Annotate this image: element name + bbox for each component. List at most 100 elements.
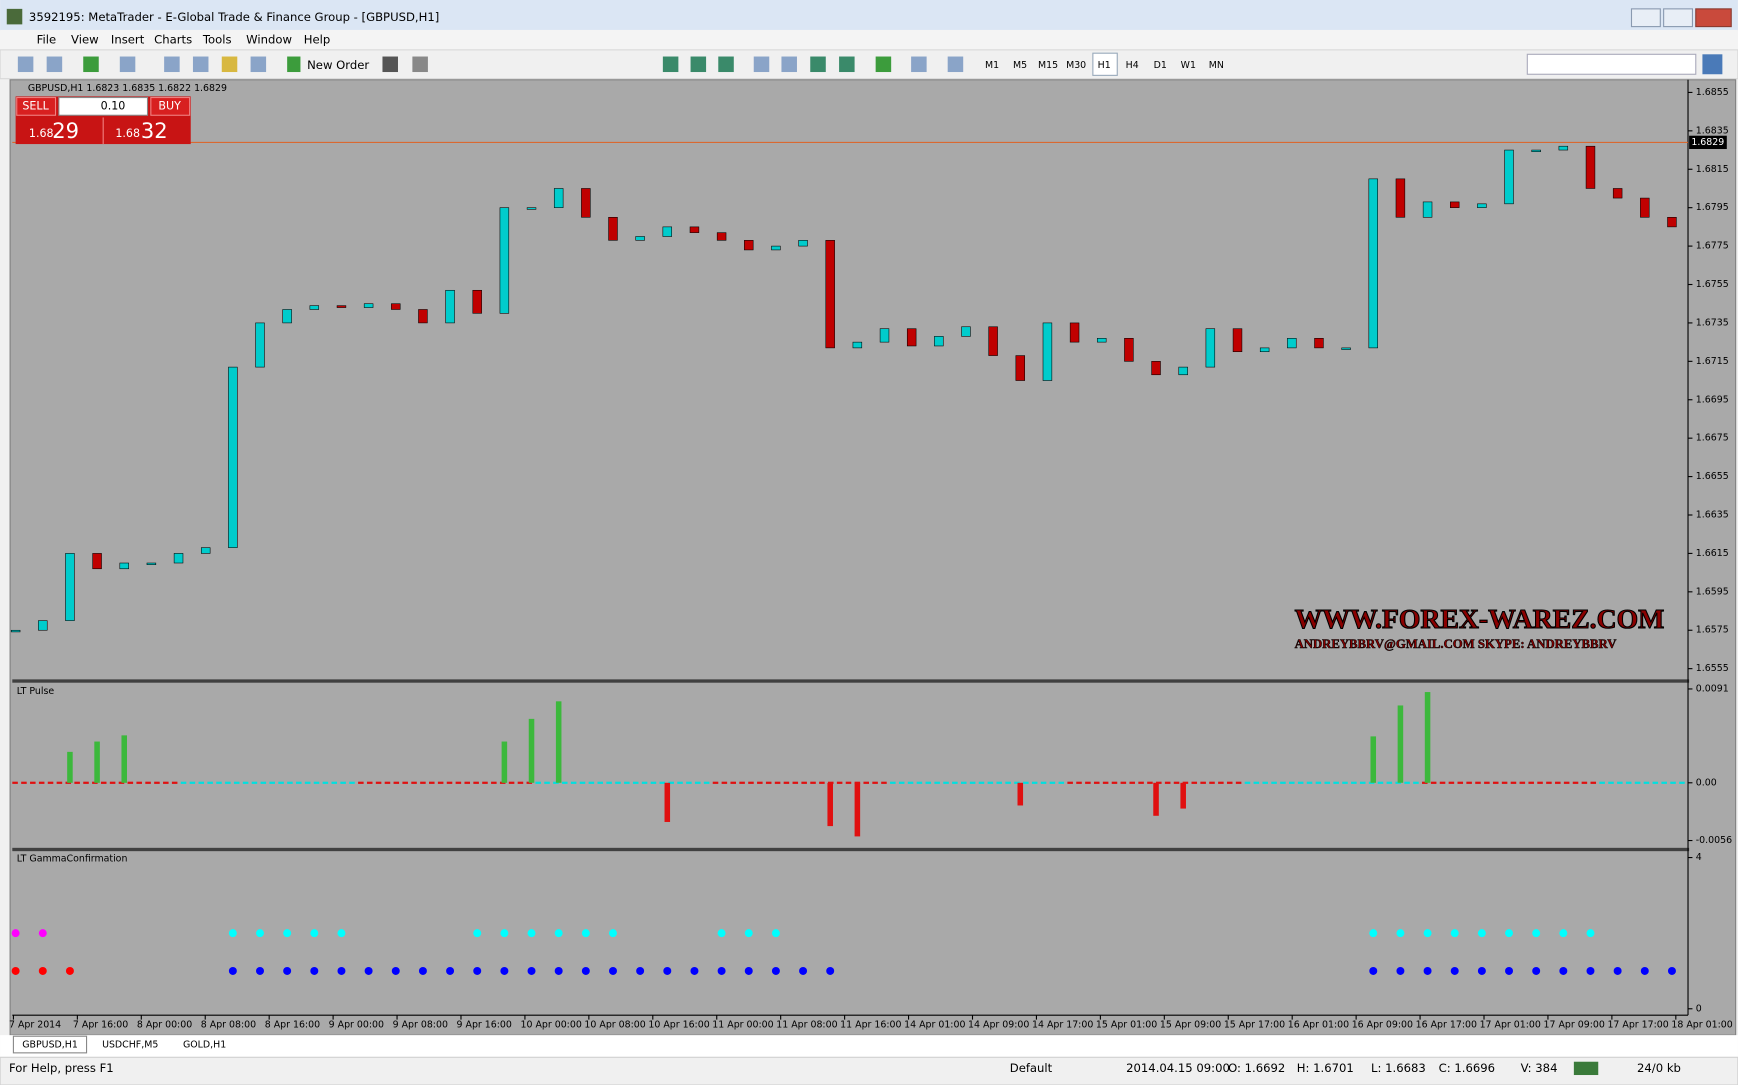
icon[interactable] (947, 56, 964, 73)
candle (553, 188, 564, 208)
x-tick-label: 7 Apr 16:00 (73, 1020, 128, 1031)
icon[interactable] (221, 56, 238, 73)
menu-item[interactable]: Help (304, 32, 331, 46)
signal-dot (608, 929, 617, 938)
icon[interactable] (83, 56, 99, 73)
candle (825, 240, 835, 349)
candle (1504, 149, 1514, 205)
window-controls[interactable] (1630, 8, 1732, 28)
icon[interactable] (753, 56, 770, 73)
candle (689, 226, 700, 233)
candle (472, 289, 482, 314)
maximize-button[interactable] (1663, 8, 1694, 28)
signal-dot (1450, 929, 1459, 938)
lot-box[interactable] (58, 96, 149, 116)
watermark-contact: ANDREYBBRV@GMAIL.COM SKYPE: ANDREYBBRV (1295, 637, 1618, 651)
lot-size[interactable]: 0.10 (101, 99, 126, 112)
signal-dot (1477, 966, 1486, 975)
timeframe-button[interactable]: M30 (1066, 60, 1086, 71)
icon[interactable] (911, 56, 927, 73)
indicator-title: LT Pulse (17, 686, 55, 697)
help-icon[interactable] (1702, 54, 1723, 75)
candle (608, 217, 618, 241)
menu-item[interactable]: Insert (111, 32, 145, 46)
icon[interactable] (287, 56, 301, 73)
timeframe-button[interactable]: W1 (1181, 60, 1196, 71)
signal-dot (554, 966, 563, 975)
close-button[interactable] (1695, 8, 1732, 28)
menu-item[interactable]: File (37, 32, 56, 46)
menu-item[interactable]: View (71, 32, 99, 46)
candle (852, 341, 863, 349)
timeframe-button[interactable]: H1 (1098, 60, 1111, 71)
menu-item[interactable]: Tools (202, 32, 232, 46)
chart-tab[interactable]: GBPUSD,H1 (22, 1040, 78, 1051)
timeframe-button[interactable]: D1 (1154, 60, 1167, 71)
search-box[interactable] (1526, 53, 1697, 75)
icon[interactable] (412, 56, 428, 73)
y-tick-label: 4 (1696, 852, 1702, 863)
icon[interactable] (382, 56, 398, 73)
candle (934, 336, 944, 347)
candle (771, 245, 781, 251)
signal-dot (581, 966, 590, 975)
x-tick-label: 8 Apr 00:00 (137, 1020, 192, 1031)
timeframe-button[interactable]: M1 (985, 60, 999, 71)
minimize-button[interactable] (1630, 8, 1661, 28)
buy-label[interactable]: BUY (158, 99, 181, 112)
icon[interactable] (192, 56, 209, 73)
sell-button[interactable] (16, 96, 57, 116)
chart-tab[interactable]: USDCHF,M5 (102, 1040, 158, 1051)
menu-item[interactable]: Charts (154, 32, 192, 46)
timeframe-button[interactable]: H4 (1126, 60, 1139, 71)
signal-dot (1423, 966, 1432, 975)
signal-dot (1532, 929, 1541, 938)
x-tick-label: 14 Apr 09:00 (968, 1020, 1029, 1031)
icon[interactable] (690, 56, 707, 73)
status-low: L: 1.6683 (1371, 1061, 1426, 1075)
x-tick-label: 7 Apr 2014 (9, 1020, 61, 1031)
icon[interactable] (17, 56, 34, 73)
timeframe-button[interactable]: M15 (1038, 60, 1058, 71)
icon[interactable] (164, 56, 180, 73)
histogram-bar (501, 741, 508, 783)
signal-dot (38, 929, 47, 938)
x-tick-label: 9 Apr 16:00 (457, 1020, 512, 1031)
y-tick-label: 1.6795 (1696, 202, 1729, 213)
icon[interactable] (839, 56, 855, 73)
icon[interactable] (718, 56, 734, 73)
icon[interactable] (875, 56, 892, 73)
x-tick-label: 17 Apr 09:00 (1544, 1020, 1605, 1031)
signal-dot (228, 929, 237, 938)
signal-dot (391, 966, 400, 975)
chart-tab[interactable]: GOLD,H1 (183, 1040, 226, 1051)
signal-dot (826, 966, 835, 975)
signal-dot (581, 929, 590, 938)
icon[interactable] (781, 56, 797, 73)
signal-dot (364, 966, 373, 975)
y-tick-label: 1.6775 (1696, 241, 1729, 252)
sell-label[interactable]: SELL (22, 99, 49, 112)
icon[interactable] (119, 56, 136, 73)
x-tick-label: 16 Apr 01:00 (1288, 1020, 1349, 1031)
signal-dot (771, 929, 780, 938)
icon[interactable] (46, 56, 63, 73)
candle (1287, 338, 1297, 349)
status-high: H: 1.6701 (1297, 1061, 1354, 1075)
tabs: GBPUSD,H1 USDCHF,M5 GOLD,H1 (22, 1040, 226, 1051)
candle (391, 303, 401, 310)
histogram-bar (67, 751, 73, 783)
new-order-button[interactable]: New Order (307, 58, 369, 72)
icon[interactable] (810, 56, 826, 73)
active-tab[interactable] (12, 1035, 88, 1054)
icon[interactable] (662, 56, 679, 73)
y-tick-label: 0.00 (1696, 777, 1717, 788)
timeframe-button[interactable]: MN (1209, 60, 1224, 71)
timeframe-button[interactable]: M5 (1013, 60, 1027, 71)
buy-button[interactable] (150, 96, 191, 116)
plot: 1.6855 1.6835 1.6815 1.6795 1.6775 1.6755 1.67… (9, 87, 1733, 1031)
menu-item[interactable]: Window (246, 32, 292, 46)
histogram-bar (1397, 705, 1404, 783)
icon[interactable] (250, 56, 267, 73)
y-tick-label: 1.6815 (1696, 164, 1729, 175)
